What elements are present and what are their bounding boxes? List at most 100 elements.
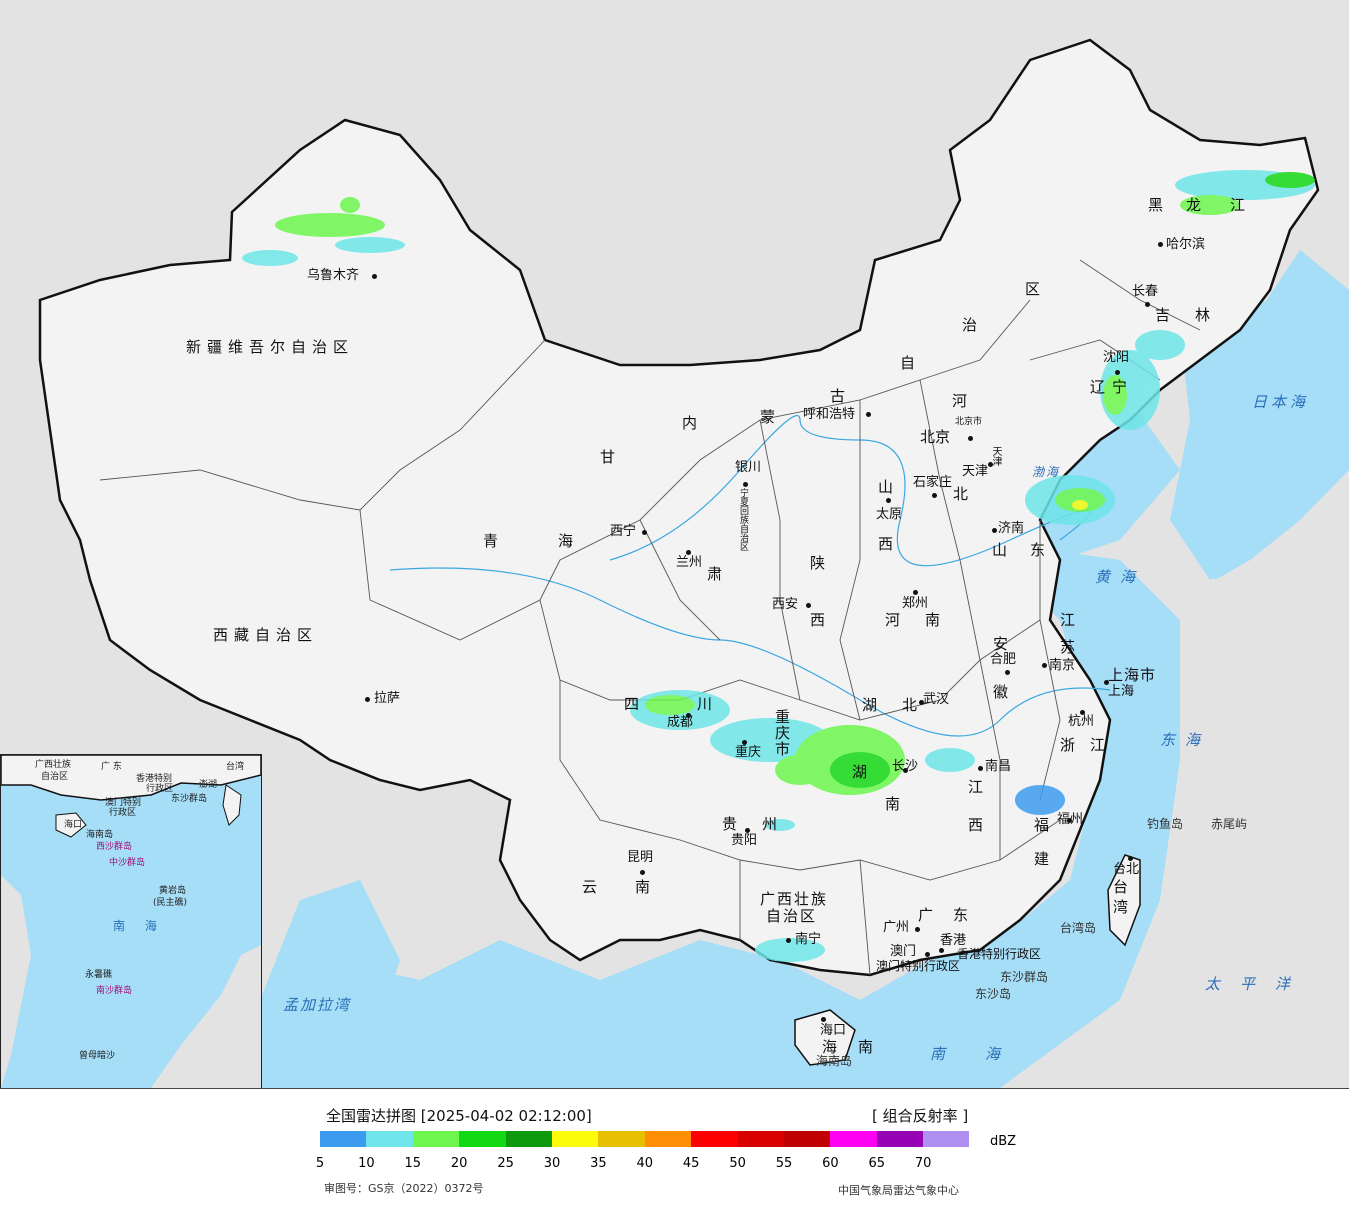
- province-label: 山: [878, 478, 900, 496]
- product-label: [ 组合反射率 ]: [872, 1107, 969, 1125]
- province-label: 浙: [1060, 736, 1082, 754]
- inset-label: (民主礁): [153, 898, 188, 908]
- color-swatch: [644, 1131, 692, 1147]
- scale-tick-label: 30: [543, 1156, 561, 1171]
- color-swatch: [412, 1131, 460, 1147]
- inset-label: 行政区: [146, 784, 174, 794]
- color-swatch: [459, 1131, 506, 1147]
- city-dot: [886, 498, 891, 503]
- province-label: 徽: [993, 683, 1015, 701]
- province-label: 上海市: [1108, 666, 1157, 684]
- city-label: 福州: [1057, 812, 1084, 827]
- sea-label: 黄海: [1095, 568, 1146, 586]
- city-dot: [686, 713, 691, 718]
- inset-label: 东沙群岛: [171, 794, 208, 804]
- province-label: 南: [635, 878, 657, 896]
- city-label: 太原: [876, 507, 903, 522]
- city-dot: [939, 948, 944, 953]
- color-swatch: [830, 1131, 877, 1147]
- province-label: 重: [775, 708, 797, 726]
- province-label: 江: [1060, 611, 1082, 629]
- province-label: 甘: [600, 448, 622, 466]
- inset-label: 南沙群岛: [96, 986, 133, 996]
- inset-label: 广 东: [101, 762, 122, 772]
- inset-label: 海南岛: [86, 830, 114, 840]
- province-label: 州: [762, 815, 784, 833]
- city-label: 合肥: [990, 652, 1017, 667]
- city-dot: [932, 493, 937, 498]
- sea-label: 孟加拉湾: [283, 996, 352, 1014]
- city-label: 上海: [1108, 684, 1135, 699]
- city-label: 拉萨: [374, 691, 401, 706]
- color-swatch: [876, 1131, 924, 1147]
- province-label: 东: [953, 906, 975, 924]
- province-label: 庆: [775, 724, 797, 742]
- city-label: 银川: [735, 460, 762, 475]
- province-label: 河: [885, 611, 907, 629]
- island-label: 东沙岛: [975, 987, 1012, 1001]
- province-label: 治: [962, 316, 984, 334]
- city-label: 成都: [667, 715, 694, 730]
- color-swatch: [366, 1131, 413, 1147]
- province-label: 林: [1195, 306, 1217, 324]
- city-dot: [1104, 680, 1109, 685]
- province-label: 青: [483, 532, 505, 550]
- city-dot: [1067, 818, 1072, 823]
- city-dot: [1145, 302, 1150, 307]
- province-label: 南: [858, 1038, 880, 1056]
- city-dot: [968, 436, 973, 441]
- scale-tick-label: 55: [775, 1156, 793, 1171]
- city-dot: [978, 766, 983, 771]
- province-label: 北京市: [955, 417, 983, 427]
- city-dot: [866, 412, 871, 417]
- city-dot: [821, 1017, 826, 1022]
- city-dot: [919, 700, 924, 705]
- city-dot: [642, 530, 647, 535]
- color-swatch: [691, 1131, 738, 1147]
- province-label: 南: [925, 611, 947, 629]
- city-label: 南京: [1049, 658, 1076, 673]
- province-label: 云: [582, 878, 604, 896]
- legend-panel: 全国雷达拼图 [2025-04-02 02:12:00] [ 组合反射率 ] d…: [0, 1089, 1349, 1208]
- scale-tick-label: 25: [497, 1156, 514, 1171]
- province-label: 四: [624, 695, 646, 713]
- inset-label: 曾母暗沙: [79, 1051, 116, 1061]
- island-label: 香港特别行政区: [957, 947, 1042, 961]
- scale-tick-label: 45: [682, 1156, 700, 1171]
- province-label: 江: [1230, 196, 1252, 214]
- province-label: 肃: [707, 565, 729, 583]
- city-dot: [925, 952, 930, 957]
- island-label: 澳门特别行政区: [876, 959, 961, 973]
- province-label: 新疆维吾尔自治区: [186, 338, 355, 356]
- scale-tick-label: 15: [404, 1156, 422, 1171]
- city-dot: [372, 274, 377, 279]
- island-label: 东沙群岛: [1000, 970, 1049, 984]
- sea-label: 南海: [930, 1045, 1041, 1063]
- province-label: 北: [902, 696, 924, 714]
- province-label: 福: [1034, 816, 1056, 834]
- inset-label: 香港特别: [136, 774, 173, 784]
- color-swatch: [923, 1131, 970, 1147]
- province-label: 宁夏回族自治区: [738, 488, 748, 551]
- province-label: 贵: [722, 815, 744, 833]
- map-base: [0, 0, 1349, 1088]
- city-label: 济南: [998, 521, 1025, 536]
- inset-label: 行政区: [109, 808, 137, 818]
- sea-label: 日本海: [1252, 393, 1310, 411]
- island-label: 台湾岛: [1060, 921, 1097, 935]
- sea-label: 东海: [1160, 731, 1211, 749]
- province-label: 北: [953, 485, 975, 503]
- inset-label: 南 海: [113, 919, 165, 933]
- province-label: 吉: [1155, 306, 1177, 324]
- city-dot: [640, 870, 645, 875]
- city-dot: [1042, 663, 1047, 668]
- city-label: 乌鲁木齐: [307, 268, 360, 283]
- province-label: 江: [968, 778, 990, 796]
- city-dot: [786, 938, 791, 943]
- province-label: 自: [900, 354, 922, 372]
- city-dot: [743, 482, 748, 487]
- city-dot: [1080, 710, 1085, 715]
- map-title: 全国雷达拼图 [2025-04-02 02:12:00]: [326, 1107, 592, 1125]
- island-label: 钓鱼岛: [1147, 817, 1184, 831]
- city-label: 西安: [772, 597, 799, 612]
